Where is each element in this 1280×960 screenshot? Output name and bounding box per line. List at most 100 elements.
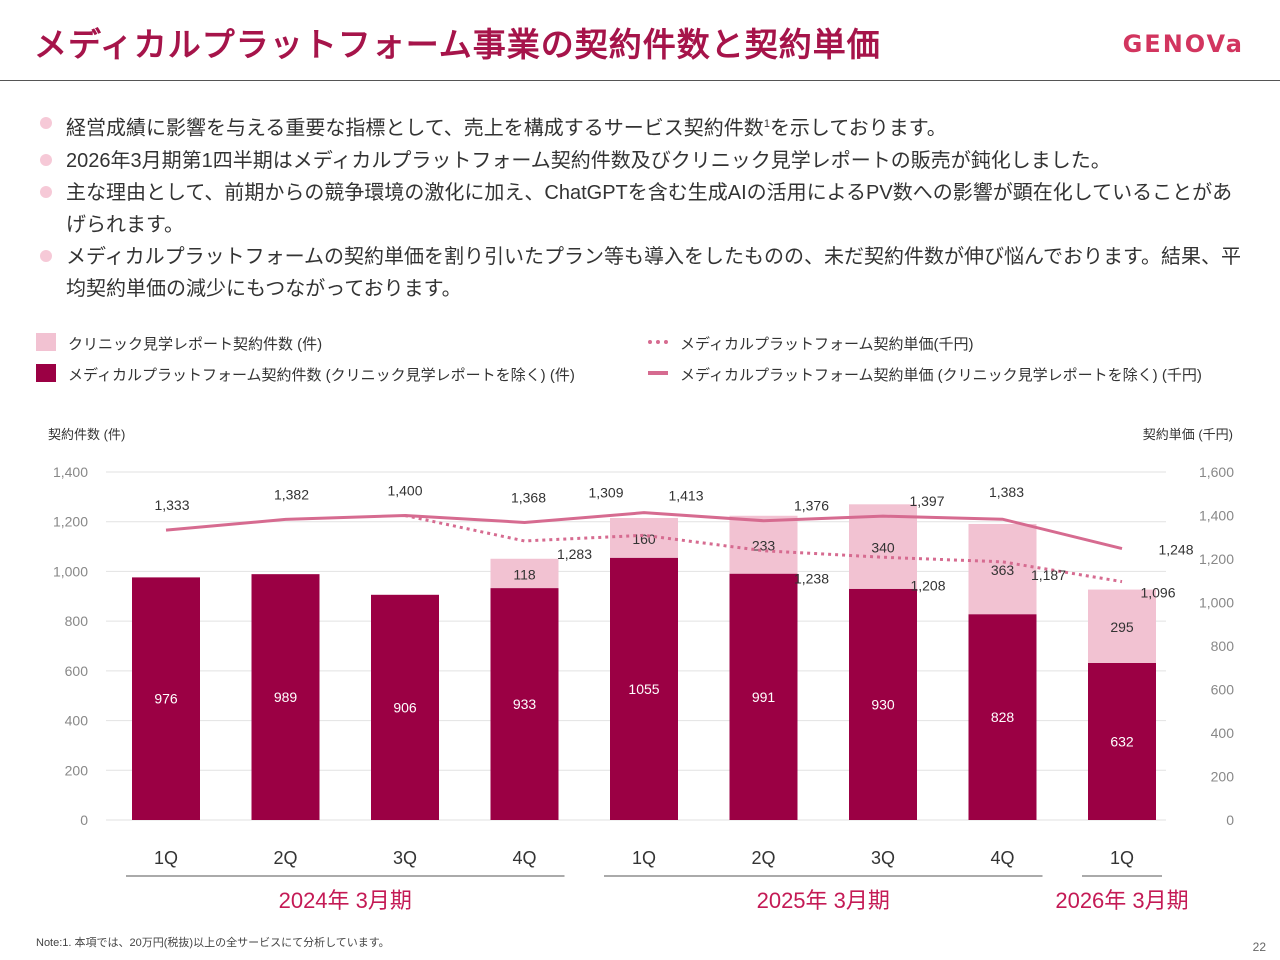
legend-swatch-light: [36, 333, 56, 351]
bar-label-mp-count: 632: [1110, 733, 1134, 749]
period-label: 2026年 3月期: [1055, 888, 1188, 913]
bar-label-mp-count: 828: [991, 709, 1015, 725]
bar-mp-count: [132, 577, 200, 820]
bar-label-clinic-count: 295: [1110, 619, 1134, 635]
y-tick-right: 0: [1226, 812, 1234, 828]
line-label-mp-price-excl: 1,413: [668, 488, 703, 504]
x-tick-label: 3Q: [871, 848, 895, 868]
x-tick-label: 4Q: [990, 848, 1014, 868]
bar-label-clinic-count: 233: [752, 538, 776, 554]
bar-label-mp-count: 906: [393, 699, 417, 715]
y-tick-right: 600: [1211, 682, 1235, 698]
bar-mp-count: [251, 574, 320, 820]
y-tick-right: 1,000: [1199, 595, 1234, 611]
bar-clinic-count: [490, 558, 559, 589]
legend-swatch-dark: [36, 364, 56, 382]
line-label-mp-price-excl: 1,382: [274, 486, 309, 502]
y-tick-left: 1,000: [53, 563, 88, 579]
bullet-item: 2026年3月期第1四半期はメディカルプラットフォーム契約件数及びクリニック見学…: [40, 145, 1250, 177]
genova-logo: GENOVa: [1122, 30, 1244, 58]
bar-mp-count: [371, 594, 439, 820]
y-axis-right-title: 契約単価 (千円): [1143, 427, 1233, 442]
header-divider: [0, 80, 1280, 81]
y-tick-left: 600: [65, 663, 89, 679]
bar-label-clinic-count: 363: [991, 562, 1015, 578]
bar-mp-count: [610, 557, 678, 820]
x-tick-label: 4Q: [512, 848, 536, 868]
legend-label: クリニック見学レポート契約件数 (件): [68, 336, 323, 353]
period-label: 2024年 3月期: [279, 888, 412, 913]
bar-label-mp-count: 1055: [628, 681, 659, 697]
x-tick-label: 2Q: [273, 848, 297, 868]
bullet-item: 経営成績に影響を与える重要な指標として、売上を構成するサービス契約件数1を示して…: [40, 108, 1250, 145]
bar-label-mp-count: 933: [513, 696, 537, 712]
bar-label-mp-count: 989: [274, 689, 298, 705]
y-tick-left: 800: [65, 613, 89, 629]
y-tick-left: 0: [80, 812, 88, 828]
page-number: 22: [1252, 940, 1266, 954]
legend-swatch-solid-line: [648, 371, 668, 375]
x-tick-label: 3Q: [393, 848, 417, 868]
bar-clinic-count: [610, 517, 678, 558]
bullet-text: 2026年3月期第1四半期はメディカルプラットフォーム契約件数及びクリニック見学…: [66, 149, 1111, 172]
line-label-mp-price-excl: 1,368: [511, 489, 546, 505]
bullet-text: 経営成績に影響を与える重要な指標として、売上を構成するサービス契約件数: [66, 117, 764, 140]
page-title: メディカルプラットフォーム事業の契約件数と契約単価: [34, 26, 881, 63]
bullet-text: メディカルプラットフォームの契約単価を割り引いたプラン等も導入をしたものの、未だ…: [66, 245, 1241, 300]
legend-label: メディカルプラットフォーム契約単価 (クリニック見学レポートを除く) (千円): [680, 367, 1202, 384]
line-label-mp-price-excl: 1,333: [154, 497, 189, 513]
footnote: Note:1. 本項では、20万円(税抜)以上の全サービスにて分析しています。: [36, 937, 390, 949]
bullet-text-after: を示しております。: [769, 117, 947, 140]
line-label-mp-price: 1,096: [1140, 585, 1175, 601]
bar-mp-count: [729, 573, 798, 820]
line-label-mp-price: 1,208: [910, 577, 945, 593]
bar-clinic-count: [968, 523, 1037, 615]
bullet-text: 主な理由として、前期からの競争環境の激化に加え、ChatGPTを含む生成AIの活…: [66, 181, 1233, 236]
y-axis-left-title: 契約件数 (件): [48, 427, 125, 442]
legend-label: メディカルプラットフォーム契約件数 (クリニック見学レポートを除く) (件): [68, 367, 575, 384]
bullet-item: メディカルプラットフォームの契約単価を割り引いたプラン等も導入をしたものの、未だ…: [40, 241, 1250, 305]
line-label-mp-price: 1,309: [588, 484, 623, 500]
line-label-mp-price-excl: 1,397: [909, 493, 944, 509]
y-tick-left: 1,200: [53, 514, 88, 530]
y-tick-right: 1,200: [1199, 551, 1234, 567]
bar-clinic-count: [729, 515, 798, 574]
bullet-item: 主な理由として、前期からの競争環境の激化に加え、ChatGPTを含む生成AIの活…: [40, 177, 1250, 241]
bar-label-mp-count: 991: [752, 689, 776, 705]
line-mp-price-excl: [165, 511, 1123, 551]
bar-mp-count: [490, 588, 559, 820]
bullet-dot-icon: [40, 249, 52, 262]
bar-clinic-count: [1088, 589, 1156, 663]
line-label-mp-price-excl: 1,248: [1158, 542, 1193, 558]
footnote-marker: 1: [763, 118, 770, 130]
y-tick-left: 1,400: [53, 464, 88, 480]
line-label-mp-price: 1,283: [557, 546, 592, 562]
bar-label-clinic-count: 160: [632, 531, 656, 547]
bar-mp-count: [849, 588, 917, 820]
y-tick-left: 200: [65, 762, 89, 778]
x-tick-label: 1Q: [154, 848, 178, 868]
y-tick-right: 1,400: [1199, 508, 1234, 524]
y-tick-right: 200: [1211, 769, 1235, 785]
bar-label-clinic-count: 340: [871, 540, 895, 556]
y-tick-right: 400: [1211, 725, 1235, 741]
line-label-mp-price: 1,238: [794, 571, 829, 587]
bar-mp-count: [968, 614, 1037, 820]
bar-label-mp-count: 976: [154, 691, 178, 707]
line-label-mp-price: 1,187: [1031, 567, 1066, 583]
bullet-list: 経営成績に影響を与える重要な指標として、売上を構成するサービス契約件数1を示して…: [40, 108, 1250, 305]
legend-swatch-dotted-line: [648, 340, 668, 344]
y-tick-right: 800: [1211, 638, 1235, 654]
line-label-mp-price-excl: 1,383: [989, 484, 1024, 500]
bar-label-mp-count: 930: [871, 696, 895, 712]
x-tick-label: 2Q: [751, 848, 775, 868]
line-label-mp-price-excl: 1,376: [794, 498, 829, 514]
bar-mp-count: [1088, 662, 1156, 820]
bullet-dot-icon: [40, 153, 52, 166]
y-tick-right: 1,600: [1199, 464, 1234, 480]
bullet-dot-icon: [40, 117, 52, 129]
legend-label: メディカルプラットフォーム契約単価(千円): [680, 336, 974, 353]
bar-label-clinic-count: 118: [513, 566, 536, 582]
x-tick-label: 1Q: [1110, 848, 1134, 868]
